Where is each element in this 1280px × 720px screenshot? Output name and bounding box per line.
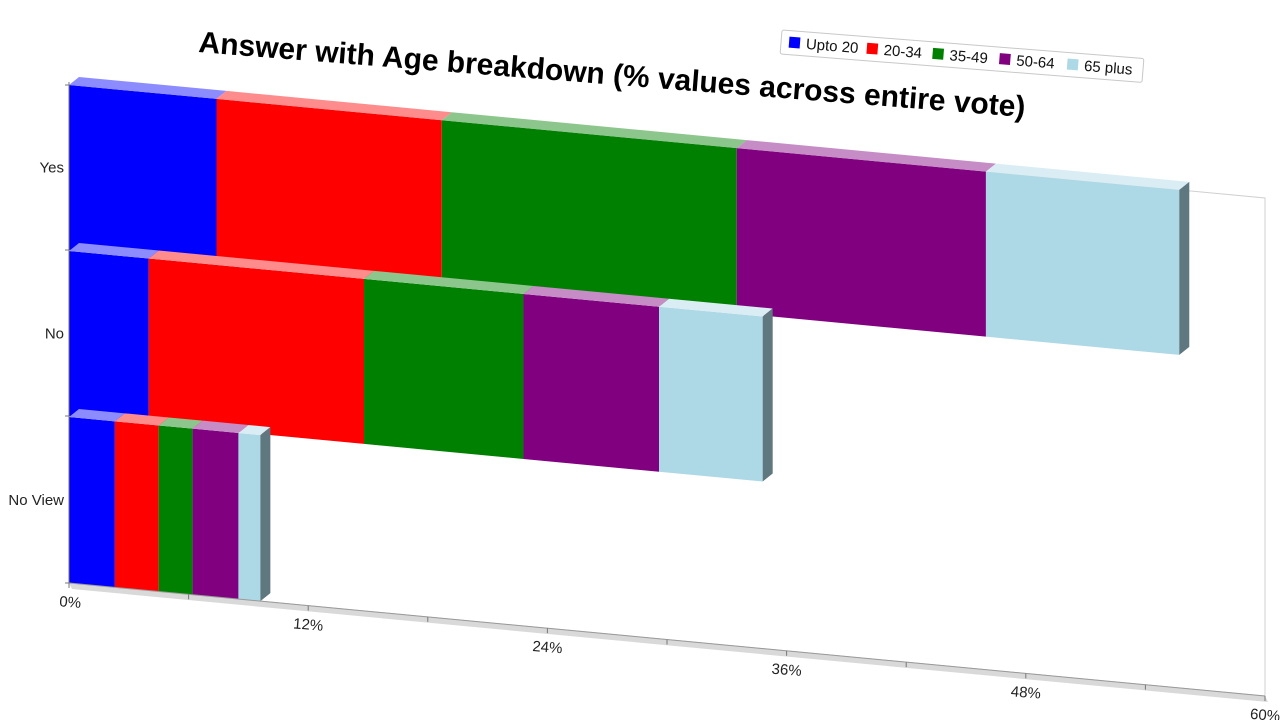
bar-yes-35-49 bbox=[441, 120, 737, 314]
category-label: Yes bbox=[40, 160, 64, 177]
x-tick-label: 0% bbox=[59, 593, 82, 612]
bar-top-no-65-plus bbox=[659, 298, 773, 317]
bar-no-20-34 bbox=[148, 258, 365, 444]
legend-label: 35-49 bbox=[949, 47, 989, 67]
bar-top-yes-50-64 bbox=[736, 140, 996, 172]
axes: Yes No No View 0% 12% 24% 36% 48% 60% bbox=[8, 82, 1280, 720]
bar-top-no-view-50-64 bbox=[192, 420, 249, 434]
bar-top-yes-upto-20 bbox=[69, 77, 227, 99]
bar-end-no bbox=[762, 308, 773, 482]
bar-top-no-view-35-49 bbox=[158, 417, 203, 429]
bar-no-view-65-plus bbox=[238, 433, 261, 602]
legend-label: 65 plus bbox=[1083, 58, 1133, 79]
x-tick-label: 36% bbox=[771, 661, 802, 680]
legend-label: Upto 20 bbox=[805, 36, 859, 57]
bar-end-yes bbox=[1179, 181, 1190, 355]
bar-no-view-50-64 bbox=[192, 428, 239, 600]
x-axis-floor bbox=[69, 583, 1268, 702]
bar-yes-65-plus bbox=[985, 171, 1180, 355]
bar-no-upto-20 bbox=[69, 251, 149, 424]
bar-top-no-50-64 bbox=[523, 285, 670, 307]
legend-swatch bbox=[932, 47, 945, 60]
bar-no-35-49 bbox=[364, 278, 524, 459]
bar-top-yes-20-34 bbox=[216, 90, 452, 121]
legend-swatch bbox=[998, 53, 1011, 65]
bar-yes-20-34 bbox=[216, 98, 442, 286]
bar-top-no-20-34 bbox=[148, 250, 375, 279]
x-tick-label: 60% bbox=[1249, 706, 1280, 720]
bar-top-yes-35-49 bbox=[441, 112, 747, 149]
bar-no-view-upto-20 bbox=[69, 417, 115, 588]
bar-end-no-view bbox=[260, 427, 271, 602]
legend: Upto 20 20-34 35-49 50-64 65 plus bbox=[779, 29, 1145, 83]
legend-label: 20-34 bbox=[883, 42, 923, 62]
bar-no-65-plus bbox=[659, 306, 763, 482]
plot-area bbox=[68, 77, 1266, 697]
bar-top-yes-65-plus bbox=[985, 163, 1190, 190]
bar-no-view-35-49 bbox=[158, 425, 193, 595]
bar-no-50-64 bbox=[523, 293, 660, 472]
legend-swatch bbox=[1066, 58, 1079, 71]
x-tick-label: 24% bbox=[532, 638, 563, 657]
bar-yes-upto-20 bbox=[69, 85, 217, 264]
bar-top-no-view-65-plus bbox=[238, 425, 271, 436]
category-label: No View bbox=[8, 492, 64, 509]
bar-top-no-35-49 bbox=[364, 270, 534, 294]
bar-top-no-view-20-34 bbox=[114, 413, 169, 426]
category-label: No bbox=[45, 326, 64, 343]
legend-label: 50-64 bbox=[1016, 53, 1056, 73]
legend-swatch bbox=[788, 36, 801, 49]
legend-swatch bbox=[866, 42, 879, 55]
bar-yes-50-64 bbox=[736, 148, 986, 337]
x-tick-label: 48% bbox=[1010, 683, 1041, 702]
bar-top-no-upto-20 bbox=[69, 243, 159, 259]
bar-no-view-20-34 bbox=[114, 421, 159, 592]
bar-top-no-view-upto-20 bbox=[69, 409, 125, 422]
x-tick-label: 12% bbox=[293, 615, 324, 634]
